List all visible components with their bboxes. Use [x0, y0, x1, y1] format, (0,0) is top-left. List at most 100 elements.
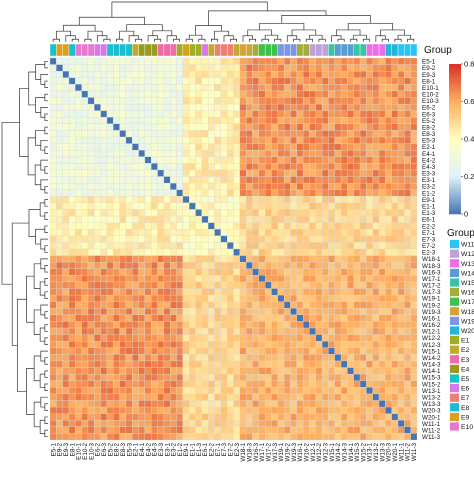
dendrogram-branch [44, 324, 48, 332]
heatmap-cell [119, 143, 127, 151]
row-label: W20-1 [422, 414, 441, 421]
heatmap-cell [56, 433, 63, 441]
heatmap-cell [347, 334, 354, 342]
group-annotation-cell [189, 43, 196, 57]
heatmap-cell [397, 235, 405, 243]
heatmap-cell [68, 103, 76, 111]
heatmap-cell [302, 341, 310, 348]
heatmap-cell [315, 209, 323, 217]
heatmap-cell [87, 215, 95, 223]
heatmap-cell [372, 367, 380, 375]
heatmap-cell [227, 354, 234, 362]
heatmap-cell [62, 189, 70, 197]
heatmap-cell [113, 215, 120, 223]
heatmap-cell [264, 294, 272, 302]
heatmap-cell [144, 169, 152, 177]
heatmap-cell [328, 182, 335, 190]
heatmap-cell [62, 255, 70, 263]
heatmap-cell [315, 189, 323, 197]
heatmap-cell [309, 182, 316, 190]
heatmap-cell [283, 242, 291, 250]
heatmap-cell [378, 347, 386, 355]
heatmap-cell [290, 281, 297, 289]
group-annotation-cell [100, 43, 108, 57]
dendrogram-branch [309, 34, 323, 40]
heatmap-cell [340, 209, 348, 217]
heatmap-cell [157, 64, 165, 72]
heatmap-cell [321, 360, 329, 368]
heatmap-cell [271, 242, 278, 250]
heatmap-cell [208, 103, 215, 111]
heatmap-cell [372, 77, 380, 85]
heatmap-cell [340, 103, 348, 111]
heatmap-cell [68, 71, 76, 78]
heatmap-cell [81, 268, 89, 276]
heatmap-cell [75, 268, 82, 276]
heatmap-cell [328, 215, 335, 223]
heatmap-cell [271, 354, 278, 362]
heatmap-cell [233, 110, 240, 118]
heatmap-cell [378, 90, 386, 98]
heatmap-cell [227, 426, 234, 434]
heatmap-cell [302, 400, 310, 408]
heatmap-cell [397, 334, 405, 342]
heatmap-cell [176, 321, 184, 329]
heatmap-cell [176, 301, 184, 309]
heatmap-cell [302, 255, 310, 263]
legend-label: W12 [461, 251, 474, 258]
dendrogram-branch [111, 1, 268, 18]
heatmap-cell [151, 169, 158, 177]
heatmap-cell [410, 341, 418, 348]
heatmap-cell [353, 196, 361, 204]
heatmap-cell [397, 314, 405, 322]
heatmap-cell [391, 103, 399, 111]
heatmap-cell [106, 294, 114, 302]
dendrogram-branch [135, 38, 143, 42]
heatmap-cell [290, 406, 297, 414]
heatmap-cell [334, 64, 342, 72]
heatmap-cell [132, 433, 139, 441]
heatmap-cell [239, 242, 247, 250]
heatmap-cell [397, 182, 405, 190]
heatmap-cell [195, 143, 203, 151]
heatmap-cell [321, 202, 329, 210]
heatmap-cell [328, 268, 335, 276]
heatmap-cell [372, 262, 380, 269]
heatmap-cell [94, 406, 101, 414]
heatmap-cell [163, 84, 171, 92]
heatmap-cell [359, 301, 367, 309]
heatmap-cell [62, 354, 70, 362]
heatmap-cell [366, 143, 373, 151]
heatmap-cell [404, 156, 411, 164]
heatmap-cell [195, 393, 203, 401]
heatmap-cell [271, 84, 278, 92]
heatmap-cell [264, 64, 272, 72]
heatmap-cell [227, 222, 234, 230]
heatmap-cell [75, 433, 82, 441]
heatmap-cell [283, 420, 291, 427]
heatmap-cell [125, 163, 133, 171]
heatmap-cell [359, 288, 367, 296]
heatmap-cell [68, 255, 76, 263]
heatmap-cell [347, 196, 354, 204]
heatmap-cell [163, 275, 171, 283]
heatmap-cell [94, 242, 101, 250]
column-label: E10-3 [88, 443, 95, 460]
heatmap-cell [227, 117, 234, 125]
heatmap-cell [246, 97, 253, 105]
heatmap-cell [132, 288, 139, 296]
heatmap-cell [125, 380, 133, 388]
heatmap-cell [359, 420, 367, 427]
heatmap-cell [328, 84, 335, 92]
heatmap-cell [378, 242, 386, 250]
heatmap-cell [302, 327, 310, 335]
heatmap-cell [302, 268, 310, 276]
row-label: E2-2 [422, 223, 436, 230]
heatmap-cell [246, 222, 253, 230]
heatmap-cell [62, 209, 70, 217]
heatmap-cell [233, 433, 240, 441]
heatmap-cell [271, 182, 278, 190]
heatmap-cell [227, 308, 234, 316]
heatmap-cell [214, 77, 222, 85]
heatmap-cell [195, 327, 203, 335]
